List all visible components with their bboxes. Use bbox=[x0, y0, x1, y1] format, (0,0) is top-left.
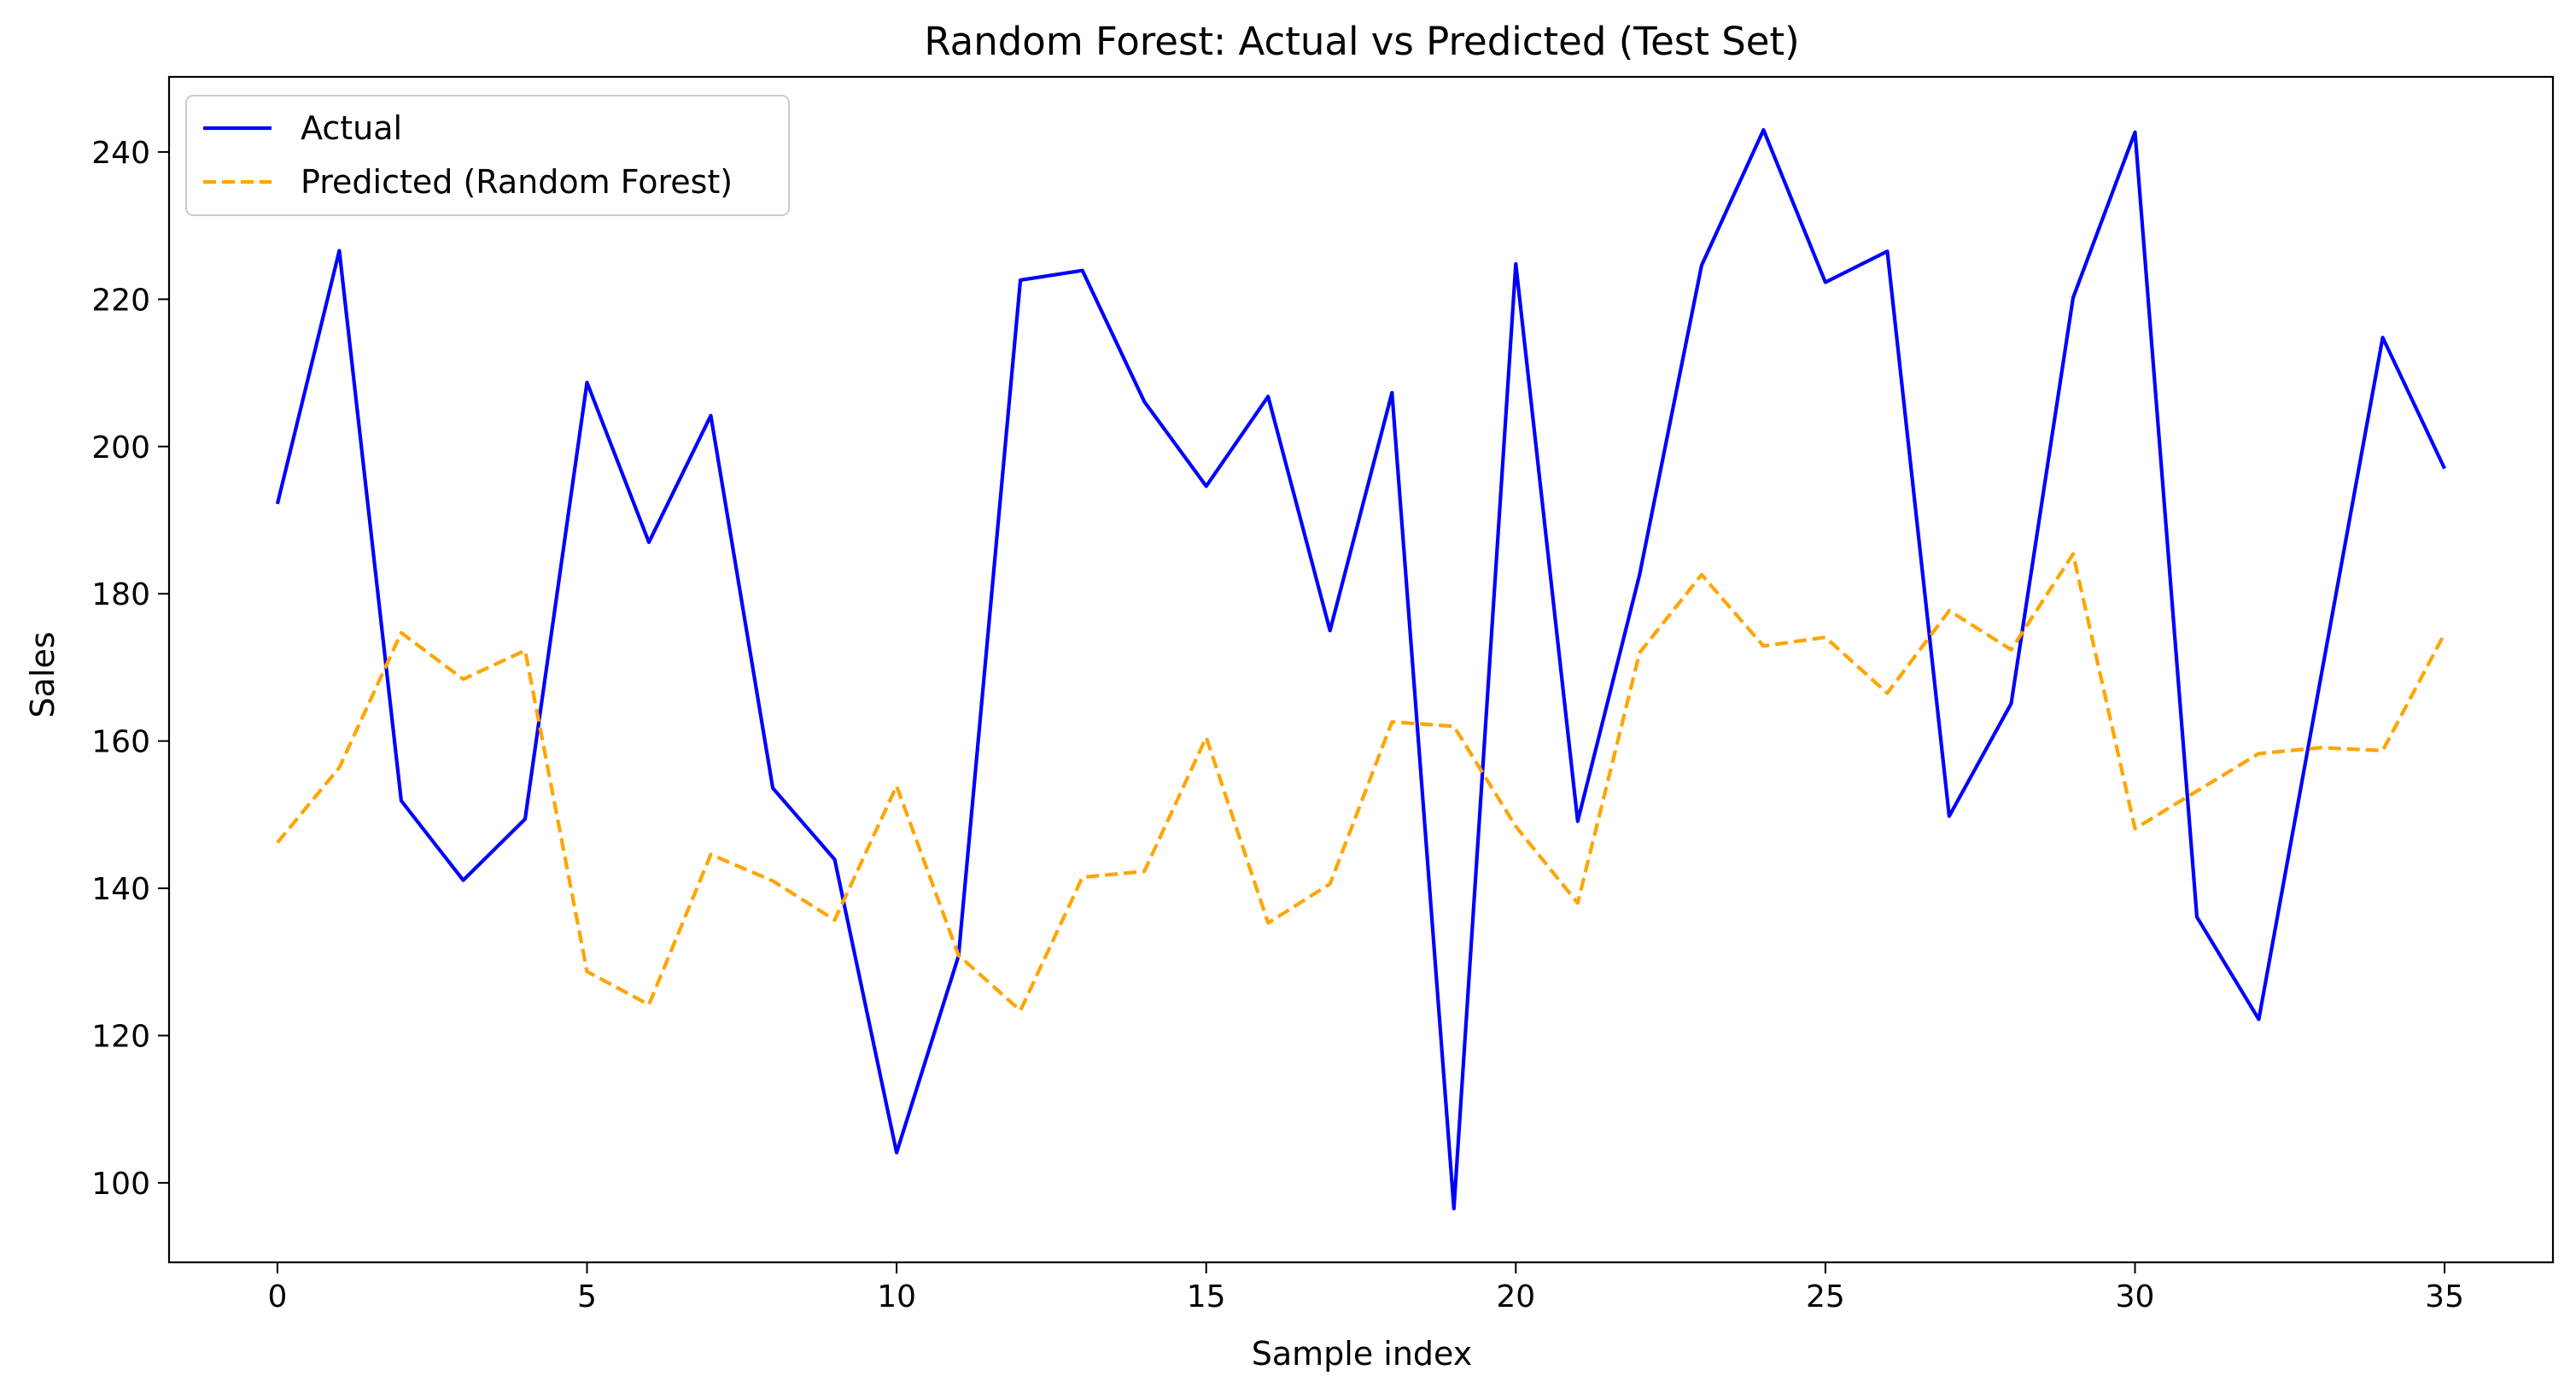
series-line-predicted bbox=[276, 552, 2446, 1013]
y-axis-label: Sales bbox=[24, 631, 61, 717]
legend-box bbox=[185, 95, 790, 216]
chart-title: Random Forest: Actual vs Predicted (Test… bbox=[924, 19, 1799, 64]
x-tick-label: 30 bbox=[2116, 1279, 2155, 1314]
x-tick-label: 0 bbox=[267, 1279, 287, 1314]
chart-marks bbox=[275, 128, 2446, 1211]
y-tick-label: 200 bbox=[91, 430, 150, 465]
legend-label: Predicted (Random Forest) bbox=[301, 163, 733, 201]
plot-frame bbox=[167, 75, 2555, 1264]
x-axis-label: Sample index bbox=[1252, 1335, 1473, 1373]
x-tick-label: 10 bbox=[877, 1279, 916, 1314]
legend-label: Actual bbox=[301, 109, 402, 147]
y-tick-label: 160 bbox=[91, 725, 150, 760]
y-tick-label: 220 bbox=[91, 283, 150, 318]
x-tick-label: 25 bbox=[1806, 1279, 1845, 1314]
y-tick-label: 240 bbox=[91, 136, 150, 171]
y-tick-label: 100 bbox=[91, 1167, 150, 1202]
legend: Actual Predicted (Random Forest) bbox=[185, 95, 790, 216]
x-tick-label: 15 bbox=[1187, 1279, 1226, 1314]
x-tick-label: 5 bbox=[577, 1279, 597, 1314]
x-tick-label: 35 bbox=[2425, 1279, 2464, 1314]
y-tick-label: 180 bbox=[91, 577, 150, 612]
series-line-actual bbox=[275, 128, 2446, 1211]
axis-ticks: 0 5 10 15 20 25 30 35 100 120 140 160 180 200 220 240 bbox=[91, 136, 2464, 1314]
x-tick-label: 20 bbox=[1496, 1279, 1535, 1314]
y-tick-label: 140 bbox=[91, 872, 150, 907]
y-tick-label: 120 bbox=[91, 1019, 150, 1054]
